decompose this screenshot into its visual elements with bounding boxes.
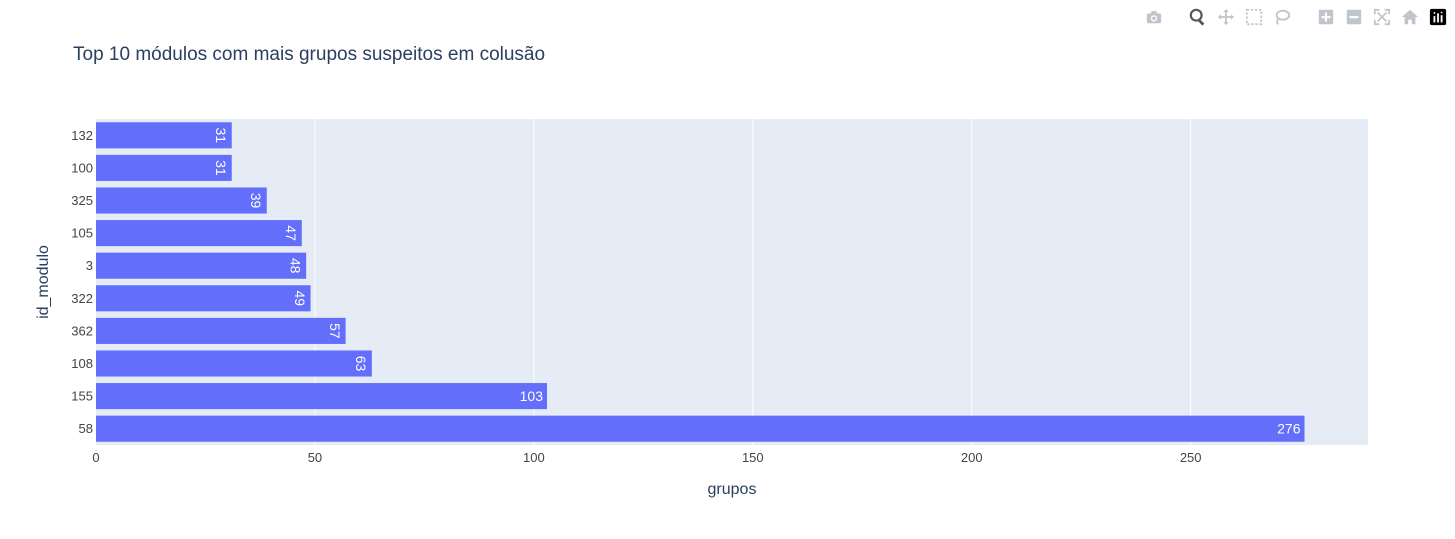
y-axis-ticks: 58 155 108 362 322 3 105 325 100 132 bbox=[71, 128, 93, 436]
bar[interactable] bbox=[96, 383, 548, 410]
x-tick-label: 250 bbox=[1180, 450, 1202, 465]
bar[interactable] bbox=[96, 220, 302, 247]
x-tick-label: 50 bbox=[308, 450, 322, 465]
bar[interactable] bbox=[96, 350, 372, 377]
bar-value-label: 63 bbox=[353, 356, 369, 372]
bar-value-label: 103 bbox=[520, 388, 544, 404]
autoscale-icon[interactable] bbox=[1371, 6, 1393, 28]
bars: 276 103 63 57 49 48 47 39 31 31 bbox=[96, 122, 1305, 442]
y-tick-label: 58 bbox=[79, 421, 93, 436]
bar[interactable] bbox=[96, 154, 232, 181]
pan-icon[interactable] bbox=[1215, 6, 1237, 28]
camera-icon[interactable] bbox=[1143, 6, 1165, 28]
zoom-out-icon[interactable] bbox=[1343, 6, 1365, 28]
bar[interactable] bbox=[96, 317, 346, 344]
bar-value-label: 39 bbox=[248, 193, 264, 209]
bar-value-label: 276 bbox=[1277, 421, 1301, 437]
zoom-icon[interactable] bbox=[1187, 6, 1209, 28]
y-tick-label: 108 bbox=[71, 356, 93, 371]
x-tick-label: 200 bbox=[961, 450, 983, 465]
bar-value-label: 31 bbox=[213, 160, 229, 176]
bar[interactable] bbox=[96, 415, 1305, 442]
modebar bbox=[1143, 6, 1449, 28]
y-tick-label: 3 bbox=[86, 258, 93, 273]
plotly-logo-icon[interactable] bbox=[1427, 6, 1449, 28]
x-axis-label: grupos bbox=[708, 481, 757, 498]
y-tick-label: 132 bbox=[71, 128, 93, 143]
bar-value-label: 49 bbox=[292, 291, 308, 307]
x-tick-label: 0 bbox=[92, 450, 99, 465]
bar[interactable] bbox=[96, 285, 311, 312]
bar-value-label: 57 bbox=[327, 323, 343, 339]
reset-axes-icon[interactable] bbox=[1399, 6, 1421, 28]
y-axis-label: id_modulo bbox=[35, 245, 52, 319]
y-tick-label: 100 bbox=[71, 160, 93, 175]
y-tick-label: 325 bbox=[71, 193, 93, 208]
zoom-in-icon[interactable] bbox=[1315, 6, 1337, 28]
y-tick-label: 362 bbox=[71, 323, 93, 338]
y-tick-label: 155 bbox=[71, 389, 93, 404]
bar[interactable] bbox=[96, 252, 307, 279]
y-tick-label: 105 bbox=[71, 226, 93, 241]
chart-title: Top 10 módulos com mais grupos suspeitos… bbox=[73, 44, 545, 65]
x-tick-label: 150 bbox=[742, 450, 764, 465]
x-tick-label: 100 bbox=[523, 450, 545, 465]
lasso-select-icon[interactable] bbox=[1271, 6, 1293, 28]
bar[interactable] bbox=[96, 122, 232, 149]
y-tick-label: 322 bbox=[71, 291, 93, 306]
bar-value-label: 48 bbox=[287, 258, 303, 274]
bar-value-label: 47 bbox=[283, 225, 299, 241]
bar[interactable] bbox=[96, 187, 267, 214]
box-select-icon[interactable] bbox=[1243, 6, 1265, 28]
bar-value-label: 31 bbox=[213, 128, 229, 144]
x-axis-ticks: 0 50 100 150 200 250 bbox=[92, 450, 1201, 465]
